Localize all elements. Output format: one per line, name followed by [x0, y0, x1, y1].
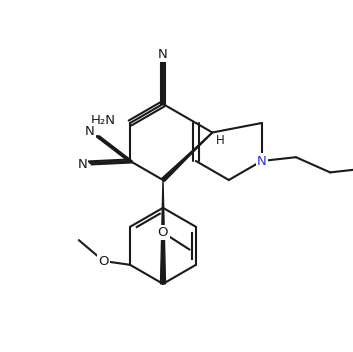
Text: N: N [257, 155, 267, 168]
Text: N: N [85, 125, 95, 138]
Text: O: O [158, 226, 168, 239]
Text: O: O [98, 254, 109, 268]
Text: H₂N: H₂N [91, 113, 116, 126]
Polygon shape [162, 132, 213, 181]
Text: N: N [158, 48, 168, 61]
Text: H: H [216, 134, 225, 147]
Polygon shape [161, 180, 166, 284]
Text: N: N [77, 158, 87, 171]
